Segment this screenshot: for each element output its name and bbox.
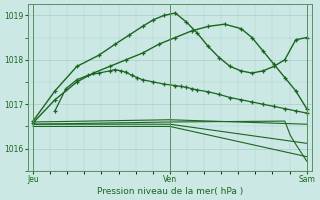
X-axis label: Pression niveau de la mer( hPa ): Pression niveau de la mer( hPa ) bbox=[97, 187, 243, 196]
